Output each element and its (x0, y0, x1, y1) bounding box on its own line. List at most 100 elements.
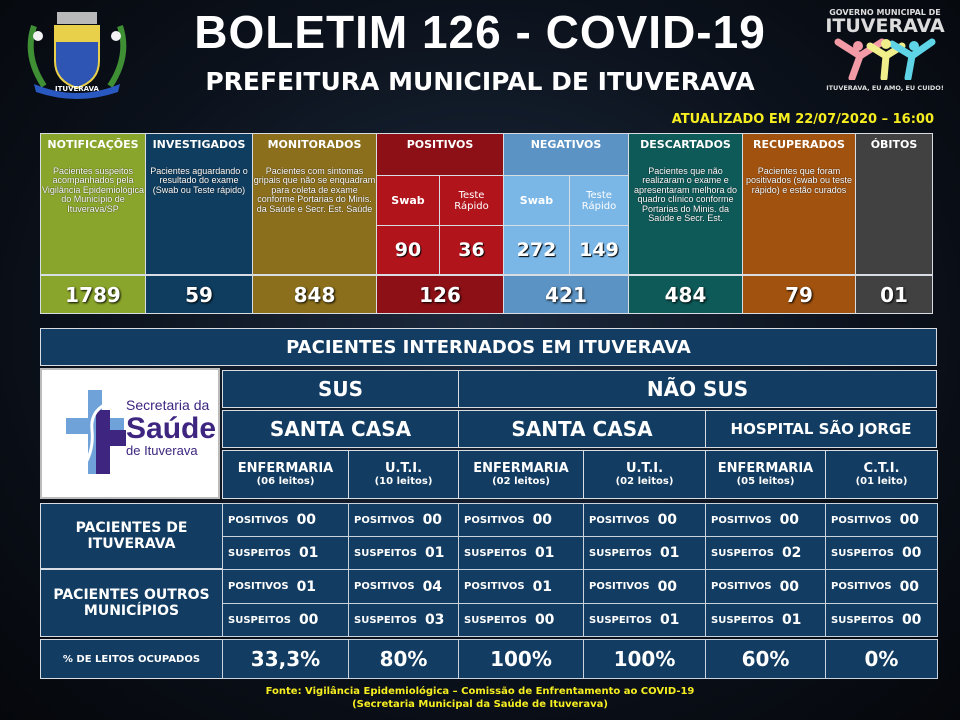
investigados-label: INVESTIGADOS (152, 138, 246, 151)
investigados-header: INVESTIGADOS Pacientes aguardando o resul… (145, 133, 253, 275)
count-label: POSITIVOS (589, 581, 650, 592)
logo-line1: GOVERNO MUNICIPAL DE (829, 8, 941, 17)
notificacoes-header: NOTIFICAÇÕES Pacientes suspeitos acompanh… (40, 133, 146, 275)
count-value: 00 (296, 512, 317, 528)
column-beds: (01 leito) (855, 476, 908, 488)
sao-jorge-header: HOSPITAL SÃO JORGE (705, 410, 937, 448)
descartados-desc: Pacientes que não realizaram o exame e a… (633, 166, 738, 224)
column-beds: (02 leitos) (492, 476, 550, 488)
city-coat-of-arms-logo: ITUVERAVA (22, 6, 132, 102)
count-value: 01 (532, 578, 553, 595)
obitos-header: ÓBITOS (855, 133, 933, 275)
santa-casa-sus-header: SANTA CASA (222, 410, 459, 448)
monitorados-label: MONITORADOS (267, 138, 362, 151)
notificacoes-label: NOTIFICAÇÕES (47, 138, 139, 151)
occupancy-percent: 100% (583, 639, 706, 679)
governo-municipal-logo: GOVERNO MUNICIPAL DE ITUVERAVA ITUVERAVA… (822, 8, 948, 104)
investigados-desc: Pacientes aguardando o resultado do exam… (150, 166, 248, 195)
occupancy-percent: 60% (705, 639, 826, 679)
column-name: ENFERMARIA (473, 460, 569, 476)
negativos-teste-value: 149 (569, 225, 629, 275)
people-icon (834, 38, 936, 82)
count-label: POSITIVOS (831, 581, 892, 592)
occupancy-percent: 33,3% (222, 639, 349, 679)
logo-secretaria-text: Secretaria da (126, 397, 210, 413)
column-name: ENFERMARIA (237, 460, 334, 476)
count-cell-itu-pos: POSITIVOS 00 (222, 503, 349, 537)
count-label: SUSPEITOS (711, 547, 774, 559)
count-value: 01 (298, 545, 319, 561)
count-cell-out-pos: POSITIVOS 04 (348, 569, 459, 604)
logo-banner-text: ITUVERAVA (55, 85, 99, 93)
count-cell-out-susp: SUSPEITOS 03 (348, 603, 459, 637)
column-header: ENFERMARIA (06 leitos) (222, 450, 349, 499)
count-cell-itu-pos: POSITIVOS 00 (705, 503, 826, 537)
positivos-label: POSITIVOS (406, 138, 474, 151)
column-beds: (05 leitos) (736, 476, 795, 488)
count-cell-itu-susp: SUSPEITOS 01 (222, 536, 349, 570)
row-label-outros: PACIENTES OUTROS MUNICÍPIOS (40, 569, 223, 637)
obitos-total: 01 (855, 275, 933, 314)
count-cell-itu-susp: SUSPEITOS 01 (583, 536, 706, 570)
negativos-header: NEGATIVOS (503, 133, 629, 176)
column-header: C.T.I. (01 leito) (825, 450, 938, 499)
count-value: 00 (901, 545, 922, 561)
notificacoes-total: 1789 (40, 275, 146, 314)
count-value: 00 (899, 512, 920, 528)
column-header: ENFERMARIA (05 leitos) (705, 450, 826, 499)
column-beds: (06 leitos) (256, 476, 315, 488)
count-label: POSITIVOS (228, 581, 289, 592)
column-name: C.T.I. (863, 460, 900, 476)
occupancy-percent: 80% (348, 639, 459, 679)
secretaria-saude-logo: Secretaria da Saúde de Ituverava (40, 368, 220, 499)
count-cell-out-pos: POSITIVOS 01 (222, 569, 349, 604)
count-label: POSITIVOS (589, 514, 650, 526)
count-cell-itu-susp: SUSPEITOS 02 (705, 536, 826, 570)
count-cell-itu-pos: POSITIVOS 00 (348, 503, 459, 537)
count-value: 00 (298, 612, 319, 628)
column-header: U.T.I. (02 leitos) (583, 450, 706, 499)
page-subtitle: PREFEITURA MUNICIPAL DE ITUVERAVA (205, 67, 755, 96)
count-cell-out-susp: SUSPEITOS 01 (583, 603, 706, 637)
obitos-label: ÓBITOS (870, 138, 918, 151)
recuperados-label: RECUPERADOS (753, 138, 845, 151)
occupancy-percent: 100% (458, 639, 584, 679)
negativos-swab-value: 272 (503, 225, 570, 275)
count-label: SUSPEITOS (711, 614, 774, 626)
count-cell-out-pos: POSITIVOS 00 (825, 569, 938, 604)
count-cell-itu-pos: POSITIVOS 00 (825, 503, 938, 537)
descartados-label: DESCARTADOS (640, 138, 731, 151)
notificacoes-desc: Pacientes suspeitos acompanhados pela Vi… (42, 166, 144, 214)
count-label: SUSPEITOS (464, 547, 527, 559)
recuperados-total: 79 (742, 275, 856, 314)
count-value: 00 (657, 512, 678, 528)
count-label: POSITIVOS (228, 514, 289, 526)
monitorados-header: MONITORADOS Pacientes com sintomas gripai… (252, 133, 377, 275)
count-cell-out-pos: POSITIVOS 00 (705, 569, 826, 604)
count-value: 02 (781, 545, 802, 561)
count-label: SUSPEITOS (464, 614, 527, 626)
positivos-teste-label: Teste Rápido (439, 175, 504, 226)
count-label: SUSPEITOS (228, 614, 291, 626)
negativos-label: NEGATIVOS (530, 138, 602, 151)
count-value: 04 (422, 578, 443, 595)
count-value: 00 (534, 612, 555, 628)
column-beds: (10 leitos) (374, 476, 433, 488)
positivos-swab-label: Swab (376, 175, 440, 226)
count-value: 03 (424, 612, 445, 628)
count-cell-out-susp: SUSPEITOS 01 (705, 603, 826, 637)
count-label: POSITIVOS (464, 514, 525, 526)
monitorados-desc: Pacientes com sintomas gripais que não s… (253, 166, 376, 214)
count-value: 01 (424, 545, 445, 561)
health-cross-icon (66, 390, 126, 474)
footer-line1: Fonte: Vigilância Epidemiológica – Comis… (265, 686, 695, 697)
count-value: 01 (534, 545, 555, 561)
count-value: 00 (779, 512, 800, 528)
count-cell-out-pos: POSITIVOS 00 (583, 569, 706, 604)
count-label: SUSPEITOS (589, 614, 652, 626)
page-title: BOLETIM 126 - COVID-19 (194, 6, 766, 58)
investigados-total: 59 (145, 275, 253, 314)
positivos-header: POSITIVOS (376, 133, 504, 176)
hospital-section-title: PACIENTES INTERNADOS EM ITUVERAVA (40, 328, 937, 366)
count-cell-out-susp: SUSPEITOS 00 (458, 603, 584, 637)
